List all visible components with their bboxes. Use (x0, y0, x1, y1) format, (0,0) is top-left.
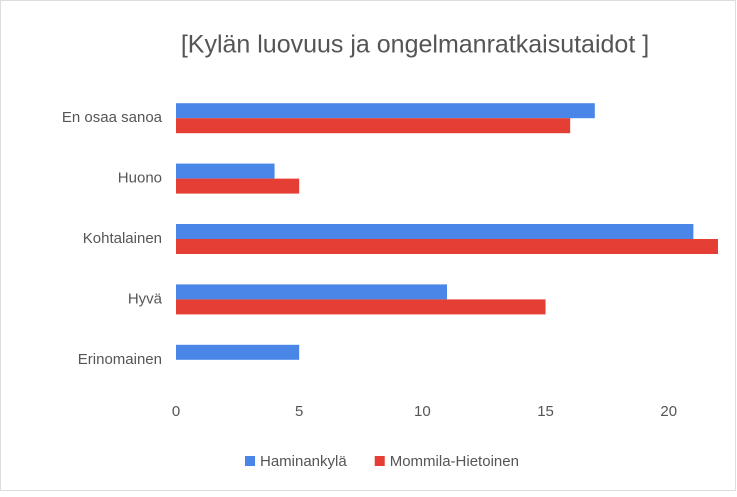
bar (176, 163, 275, 179)
legend-label: Mommila-Hietoinen (390, 453, 519, 470)
y-tick-label: Erinomainen (78, 351, 162, 368)
bar (176, 239, 718, 254)
bar (176, 118, 571, 134)
bar (176, 224, 694, 239)
bar (176, 299, 546, 315)
chart-title: [Kylän luovuus ja ongelmanratkaisutaidot… (181, 31, 649, 59)
bar (176, 344, 300, 360)
x-tick-label: 20 (660, 403, 677, 420)
bar (176, 178, 300, 194)
bar (176, 103, 595, 119)
legend-swatch (374, 456, 385, 466)
y-tick-label: Kohtalainen (83, 230, 162, 247)
legend-swatch (245, 456, 255, 466)
x-tick-label: 10 (414, 403, 431, 420)
y-tick-label: En osaa sanoa (62, 109, 163, 126)
legend-label: Haminankylä (260, 453, 347, 470)
x-tick-label: 0 (172, 403, 180, 420)
bar (176, 284, 447, 300)
x-tick-label: 5 (295, 403, 303, 420)
x-tick-label: 15 (537, 403, 554, 420)
y-tick-label: Huono (118, 170, 162, 187)
y-tick-label: Hyvä (128, 290, 163, 307)
